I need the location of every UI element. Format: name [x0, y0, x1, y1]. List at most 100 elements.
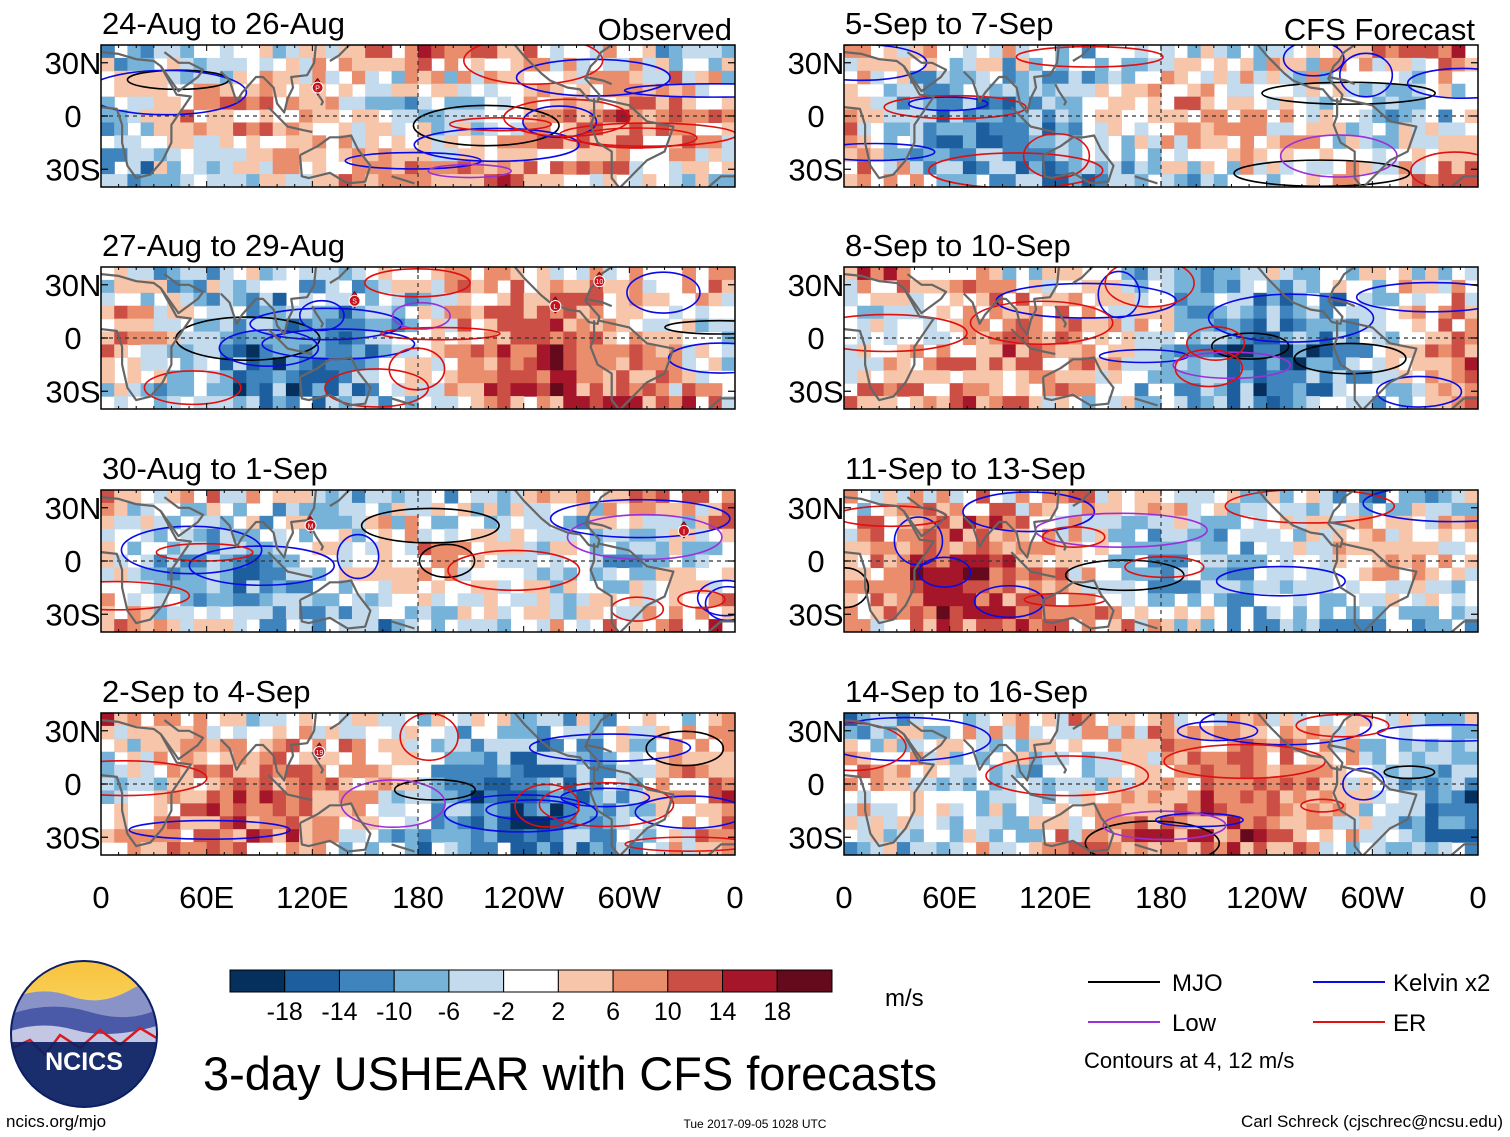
panel-period-label: 2-Sep to 4-Sep — [102, 674, 311, 709]
storm-marker: 19 — [313, 742, 326, 760]
column-header-forecast: CFS Forecast — [1284, 12, 1476, 47]
x-tick-label: 120W — [483, 880, 565, 915]
storm-marker: S — [348, 290, 361, 309]
logo-text: NCICS — [45, 1048, 123, 1076]
storm-label: M — [308, 524, 314, 531]
panel-period-label: 24-Aug to 26-Aug — [102, 6, 345, 41]
colorbar-tick-label: 6 — [606, 998, 620, 1026]
colorbar-tick-label: -6 — [438, 998, 460, 1026]
x-tick-label: 60W — [597, 880, 661, 915]
chart-title: 3-day USHEAR with CFS forecasts — [203, 1047, 937, 1100]
colorbar-swatch — [776, 969, 833, 993]
x-tick-label: 0 — [835, 880, 852, 915]
x-tick-label: 120E — [276, 880, 348, 915]
storm-label: I — [683, 529, 685, 536]
y-tick-label: 0 — [64, 321, 81, 356]
x-tick-label: 0 — [1469, 880, 1486, 915]
y-tick-label: 0 — [64, 99, 81, 134]
colorbar-units: m/s — [885, 985, 924, 1012]
x-tick-label: 0 — [726, 880, 743, 915]
x-tick-label: 60W — [1340, 880, 1404, 915]
storm-marker: L — [549, 296, 562, 314]
y-tick-label: 30N — [788, 714, 845, 749]
x-tick-label: 180 — [392, 880, 444, 915]
y-tick-label: 30N — [788, 46, 845, 81]
colorbar-swatch — [448, 969, 505, 993]
colorbar-tick-label: 14 — [709, 998, 737, 1026]
y-tick-label: 30S — [45, 597, 100, 632]
x-tick-label: 60E — [922, 880, 977, 915]
ncics-logo: NCICS — [10, 960, 158, 1108]
footer-url: ncics.org/mjo — [6, 1112, 106, 1131]
panel-period-label: 11-Sep to 13-Sep — [845, 451, 1086, 486]
colorbar-tick-label: -14 — [321, 998, 357, 1026]
colorbar-tick-label: -2 — [493, 998, 515, 1026]
colorbar-swatch — [393, 969, 450, 993]
y-tick-label: 0 — [64, 767, 81, 802]
x-tick-label: 180 — [1135, 880, 1187, 915]
footer-timestamp: Tue 2017-09-05 1028 UTC — [684, 1117, 827, 1131]
y-tick-label: 30N — [45, 491, 102, 526]
colorbar-swatch — [284, 969, 340, 993]
colorbar-tick-label: -10 — [376, 998, 412, 1026]
column-header-observed: Observed — [598, 12, 732, 47]
panel-forecast-1: 5-Sep to 7-Sep CFS Forecast 30N 0 30S — [788, 6, 1479, 188]
y-tick-label: 0 — [807, 767, 824, 802]
colorbar-swatch — [612, 969, 669, 993]
legend-label-low: Low — [1172, 1010, 1217, 1037]
y-tick-label: 0 — [807, 321, 824, 356]
storm-label: 10 — [595, 279, 603, 286]
panel-period-label: 8-Sep to 10-Sep — [845, 228, 1071, 263]
y-tick-label: 30N — [45, 268, 102, 303]
storm-marker: I — [677, 521, 690, 539]
colorbar-swatch — [338, 969, 395, 993]
storm-label: L — [553, 304, 557, 311]
y-tick-label: 30S — [45, 374, 100, 409]
panel-observed-1: P 24-Aug to 26-Aug Observed 30N 0 30S — [45, 6, 736, 188]
y-tick-label: 30S — [788, 152, 843, 187]
panel-period-label: 14-Sep to 16-Sep — [845, 674, 1088, 709]
y-tick-label: 30S — [45, 820, 100, 855]
legend: MJO Kelvin x2 Low ER Contours at 4, 12 m… — [1084, 970, 1490, 1073]
y-tick-label: 30N — [45, 46, 102, 81]
storm-label: S — [352, 299, 357, 306]
x-tick-label: 120W — [1226, 880, 1308, 915]
y-tick-label: 30N — [45, 714, 102, 749]
contour-note: Contours at 4, 12 m/s — [1084, 1048, 1294, 1073]
y-tick-label: 30S — [45, 152, 100, 187]
panel-period-label: 27-Aug to 29-Aug — [102, 228, 345, 263]
colorbar-swatch — [722, 969, 778, 993]
storm-marker: 10 — [593, 271, 606, 289]
legend-label-kelvin: Kelvin x2 — [1393, 970, 1490, 997]
x-tick-label: 0 — [92, 880, 109, 915]
colorbar-swatch — [229, 969, 286, 993]
y-tick-label: 30N — [788, 491, 845, 526]
y-tick-label: 0 — [807, 544, 824, 579]
y-tick-label: 30N — [788, 268, 845, 303]
colorbar-tick-label: 2 — [551, 998, 565, 1026]
colorbar-swatch — [503, 969, 559, 993]
footer-author: Carl Schreck (cjschrec@ncsu.edu) — [1241, 1112, 1503, 1131]
panel-period-label: 5-Sep to 7-Sep — [845, 6, 1054, 41]
x-tick-label: 60E — [179, 880, 234, 915]
y-tick-label: 30S — [788, 374, 843, 409]
storm-marker: M — [304, 515, 317, 534]
panel-period-label: 30-Aug to 1-Sep — [102, 451, 328, 486]
colorbar-swatch — [667, 969, 724, 993]
storm-label: 19 — [315, 750, 323, 757]
x-tick-label: 120E — [1019, 880, 1091, 915]
legend-label-mjo: MJO — [1172, 970, 1223, 997]
colorbar-swatch — [557, 969, 614, 993]
colorbar-tick-label: 10 — [654, 998, 682, 1026]
y-tick-label: 30S — [788, 820, 843, 855]
storm-marker: P — [311, 77, 324, 96]
colorbar-tick-label: -18 — [267, 998, 303, 1026]
legend-label-er: ER — [1393, 1010, 1426, 1037]
colorbar-tick-label: 18 — [763, 998, 791, 1026]
